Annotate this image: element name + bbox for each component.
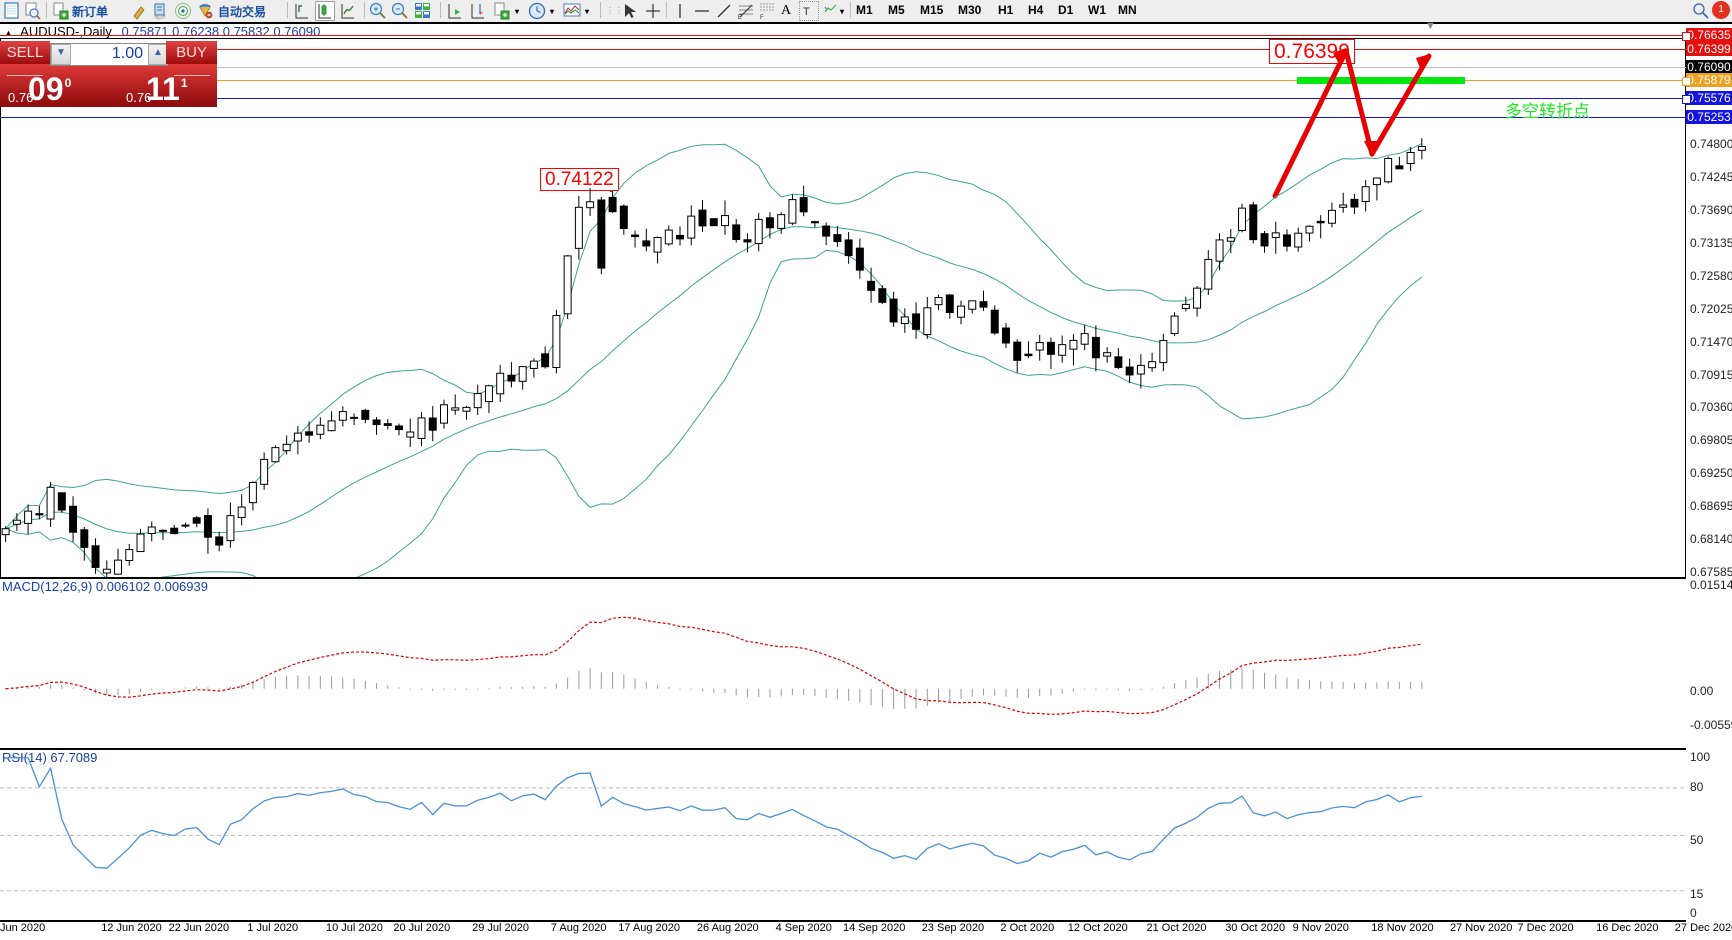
- svg-text:E: E: [738, 15, 742, 20]
- svg-text:T: T: [803, 6, 810, 18]
- svg-text:F: F: [760, 15, 764, 20]
